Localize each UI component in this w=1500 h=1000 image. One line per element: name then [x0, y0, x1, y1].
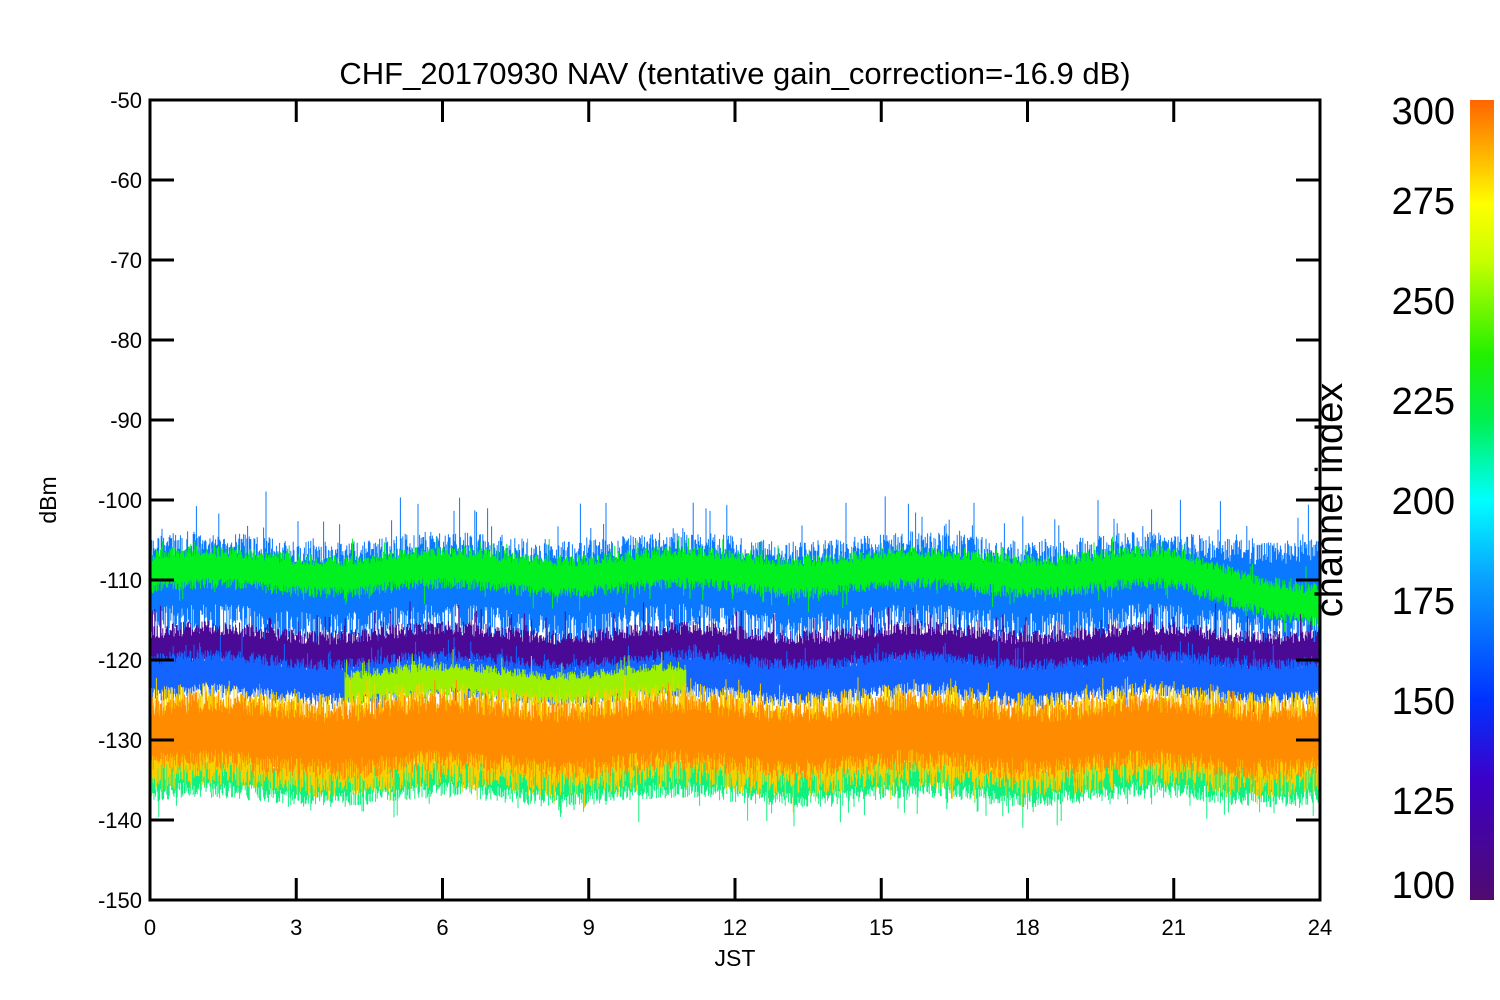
colorbar-tick-label: 200 — [1392, 481, 1455, 523]
y-tick-label: -60 — [110, 168, 142, 193]
x-tick-label: 9 — [583, 915, 595, 940]
colorbar-tick-label: 150 — [1392, 681, 1455, 723]
y-tick-label: -50 — [110, 88, 142, 113]
x-tick-label: 18 — [1015, 915, 1039, 940]
y-tick-label: -90 — [110, 408, 142, 433]
colorbar-tick-label: 125 — [1392, 781, 1455, 823]
colorbar-tick-label: 175 — [1392, 581, 1455, 623]
y-tick-label: -80 — [110, 328, 142, 353]
y-axis-label: dBm — [35, 476, 61, 523]
x-tick-label: 21 — [1162, 915, 1186, 940]
y-tick-label: -100 — [98, 488, 142, 513]
y-tick-label: -140 — [98, 808, 142, 833]
x-tick-label: 24 — [1308, 915, 1332, 940]
colorbar-label: channel index — [1309, 383, 1351, 618]
x-tick-label: 3 — [290, 915, 302, 940]
chart-title: CHF_20170930 NAV (tentative gain_correct… — [339, 56, 1130, 91]
y-tick-label: -120 — [98, 648, 142, 673]
series-4b0a96 — [150, 601, 1320, 702]
colorbar-tick-label: 225 — [1392, 381, 1455, 423]
y-tick-label: -110 — [100, 568, 142, 593]
y-tick-label: -70 — [110, 248, 142, 273]
y-tick-label: -150 — [98, 888, 142, 913]
x-tick-label: 6 — [436, 915, 448, 940]
colorbar-ticks: 100 125 150 175 200 225 250 275 300 — [1392, 91, 1455, 907]
colorbar — [1470, 100, 1494, 900]
y-axis: -50 -60 -70 -80 -90 -100 -110 -120 -130 -140 -150 — [98, 88, 1320, 913]
x-tick-label: 15 — [869, 915, 893, 940]
colorbar-tick-label: 100 — [1392, 865, 1455, 907]
colorbar-tick-label: 275 — [1392, 181, 1455, 223]
series-ff8c00 — [150, 679, 1320, 792]
colorbar-tick-label: 300 — [1392, 91, 1455, 133]
x-axis-label: JST — [715, 945, 756, 971]
colorbar-tick-label: 250 — [1392, 281, 1455, 323]
series-layer — [150, 491, 1320, 828]
series-00f020 — [150, 536, 1320, 632]
y-tick-label: -130 — [98, 728, 142, 753]
x-tick-label: 12 — [723, 915, 747, 940]
series-9cf000 — [344, 649, 687, 719]
x-axis: 0 3 6 9 12 15 18 21 24 — [144, 100, 1332, 940]
x-tick-label: 0 — [144, 915, 156, 940]
